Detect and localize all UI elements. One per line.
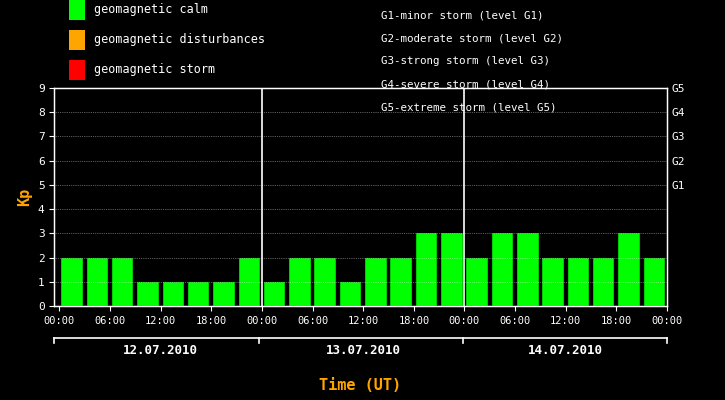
Bar bbox=[542, 258, 564, 306]
Bar bbox=[517, 233, 539, 306]
Bar bbox=[289, 258, 311, 306]
Bar bbox=[441, 233, 463, 306]
Text: G1-minor storm (level G1): G1-minor storm (level G1) bbox=[381, 10, 543, 20]
Bar bbox=[112, 258, 133, 306]
Bar bbox=[213, 282, 235, 306]
Bar bbox=[415, 233, 437, 306]
Bar bbox=[315, 258, 336, 306]
Text: G3-strong storm (level G3): G3-strong storm (level G3) bbox=[381, 56, 550, 66]
Bar bbox=[618, 233, 639, 306]
Bar bbox=[87, 258, 108, 306]
Bar bbox=[137, 282, 159, 306]
Bar bbox=[568, 258, 589, 306]
Bar bbox=[365, 258, 386, 306]
Text: geomagnetic storm: geomagnetic storm bbox=[94, 64, 215, 76]
Bar bbox=[188, 282, 210, 306]
Bar bbox=[492, 233, 513, 306]
Text: G4-severe storm (level G4): G4-severe storm (level G4) bbox=[381, 80, 550, 90]
Text: G5-extreme storm (level G5): G5-extreme storm (level G5) bbox=[381, 103, 556, 113]
Bar bbox=[391, 258, 412, 306]
Bar bbox=[593, 258, 615, 306]
Text: 12.07.2010: 12.07.2010 bbox=[123, 344, 198, 356]
Text: geomagnetic calm: geomagnetic calm bbox=[94, 4, 207, 16]
Bar bbox=[644, 258, 665, 306]
Text: G2-moderate storm (level G2): G2-moderate storm (level G2) bbox=[381, 33, 563, 43]
Text: geomagnetic disturbances: geomagnetic disturbances bbox=[94, 34, 265, 46]
Text: 13.07.2010: 13.07.2010 bbox=[326, 344, 401, 356]
Bar bbox=[466, 258, 488, 306]
Bar bbox=[162, 282, 184, 306]
Bar bbox=[239, 258, 260, 306]
Text: 14.07.2010: 14.07.2010 bbox=[529, 344, 603, 356]
Y-axis label: Kp: Kp bbox=[17, 188, 33, 206]
Text: Time (UT): Time (UT) bbox=[319, 378, 402, 393]
Bar bbox=[264, 282, 286, 306]
Bar bbox=[340, 282, 361, 306]
Bar bbox=[62, 258, 83, 306]
